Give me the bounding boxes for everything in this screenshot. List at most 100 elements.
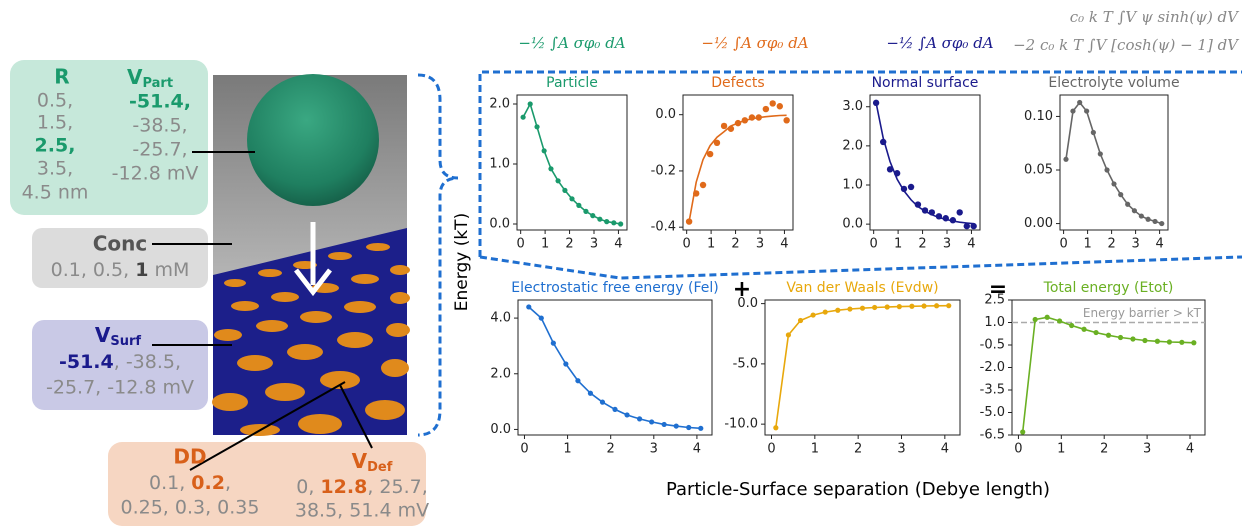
data-point <box>539 315 544 320</box>
data-point <box>686 425 691 430</box>
y-tick-label: 1.0 <box>842 178 863 193</box>
y-tick-label: -6.5 <box>980 428 1005 443</box>
data-point <box>1145 217 1150 222</box>
x-tick-label: 2 <box>854 442 862 457</box>
x-tick-label: 2 <box>565 237 573 252</box>
data-point <box>777 103 783 109</box>
y-tick-label: -0.4 <box>651 220 676 235</box>
x-tick-label: 3 <box>897 442 905 457</box>
data-point <box>576 203 581 208</box>
reference-label: Energy barrier > kT <box>1083 306 1202 320</box>
axes-frame <box>1012 300 1205 435</box>
x-tick-label: 1 <box>1083 237 1091 252</box>
param-value: 3.5, <box>37 158 73 180</box>
y-tick-label: -2.0 <box>980 360 1005 375</box>
data-point <box>521 115 526 120</box>
param-value: 38.5, 51.4 mV <box>295 500 429 522</box>
data-point <box>721 123 727 129</box>
y-tick-label: 0.0 <box>489 217 510 232</box>
param-value: 0.1, <box>149 472 191 494</box>
param-name: R <box>54 65 69 89</box>
x-tick-label: 3 <box>650 442 658 457</box>
data-point <box>1159 221 1164 226</box>
param-value: 1.5, <box>37 112 73 134</box>
data-point <box>551 341 556 346</box>
data-point <box>1093 330 1098 335</box>
data-point <box>698 426 703 431</box>
data-point <box>1104 167 1109 172</box>
y-tick-label: 0.05 <box>1024 163 1053 178</box>
x-tick-label: 4 <box>1155 237 1163 252</box>
data-point <box>860 306 865 311</box>
data-point <box>707 151 713 157</box>
param-value: 1 <box>135 259 148 281</box>
y-tick-label: 1.0 <box>489 157 510 172</box>
data-point <box>811 312 816 317</box>
chart-title: Van der Waals (Evdw) <box>786 280 938 296</box>
param-value: -25.7, <box>132 139 187 161</box>
chart-title: Normal surface <box>872 75 979 91</box>
x-tick-label: 1 <box>811 442 819 457</box>
param-symbol: V <box>127 65 143 89</box>
param-value: -51.4, <box>129 91 191 113</box>
data-point <box>1069 323 1074 328</box>
x-tick-label: 4 <box>941 442 949 457</box>
param-subscript: Surf <box>110 334 141 349</box>
param-value: mM <box>148 259 189 281</box>
x-tick-label: 4 <box>693 442 701 457</box>
x-tick-label: 4 <box>614 237 622 252</box>
y-tick-label: 2.0 <box>489 97 510 112</box>
axes-frame <box>1060 95 1168 230</box>
formula: −½ ∫A σφ₀ dA <box>701 34 808 52</box>
y-tick-label: -5.0 <box>980 405 1005 420</box>
x-tick-label: 2 <box>607 442 615 457</box>
formula: −2 c₀ k T ∫V [cosh(ψ) − 1] dV <box>1013 36 1240 54</box>
x-tick-label: 3 <box>756 237 764 252</box>
param-value: 12.8 <box>320 476 367 498</box>
data-line <box>776 306 949 428</box>
x-tick-label: 1 <box>707 237 715 252</box>
data-point <box>569 196 574 201</box>
param-value: -51.4 <box>59 351 114 373</box>
data-point <box>649 419 654 424</box>
data-point <box>885 304 890 309</box>
data-point <box>798 318 803 323</box>
param-value: 4.5 nm <box>22 182 89 204</box>
data-point <box>897 304 902 309</box>
y-tick-label: 0.0 <box>737 296 758 311</box>
data-point <box>700 182 706 188</box>
x-tick-label: 4 <box>780 237 788 252</box>
data-point <box>786 332 791 337</box>
bracket <box>418 72 1242 435</box>
figure: R 0.5, 1.5, 2.5, 3.5, 4.5 nm VPart -51.4… <box>0 0 1242 526</box>
param-name: Conc <box>93 232 148 256</box>
data-point <box>597 217 602 222</box>
formula: −½ ∫A σφ₀ dA <box>886 34 993 52</box>
axes-frame <box>518 300 712 435</box>
data-point <box>957 209 963 215</box>
data-point <box>783 117 789 123</box>
data-point <box>1081 327 1086 332</box>
param-name: DD <box>173 445 206 469</box>
data-line <box>1066 103 1162 224</box>
data-point <box>1106 333 1111 338</box>
data-point <box>773 425 778 430</box>
data-point <box>618 221 623 226</box>
param-value: 0.25, 0.3, 0.35 <box>121 497 260 519</box>
x-tick-label: 3 <box>590 237 598 252</box>
param-value: -25.7, -12.8 mV <box>46 377 194 399</box>
formula: −½ ∫A σφ₀ dA <box>518 34 625 52</box>
x-tick-label: 1 <box>894 237 902 252</box>
param-values: -51.4, -38.5, <box>59 351 181 373</box>
y-tick-label: -5.0 <box>733 356 758 371</box>
data-point <box>624 412 629 417</box>
data-point <box>1179 340 1184 345</box>
chart-title: Electrolyte volume <box>1048 75 1179 91</box>
x-tick-label: 2 <box>1107 237 1115 252</box>
x-tick-label: 0 <box>520 442 528 457</box>
data-point <box>1063 157 1068 162</box>
data-point <box>526 304 531 309</box>
y-tick-label: 2.0 <box>490 366 511 381</box>
x-tick-label: 0 <box>767 442 775 457</box>
data-point <box>908 184 914 190</box>
